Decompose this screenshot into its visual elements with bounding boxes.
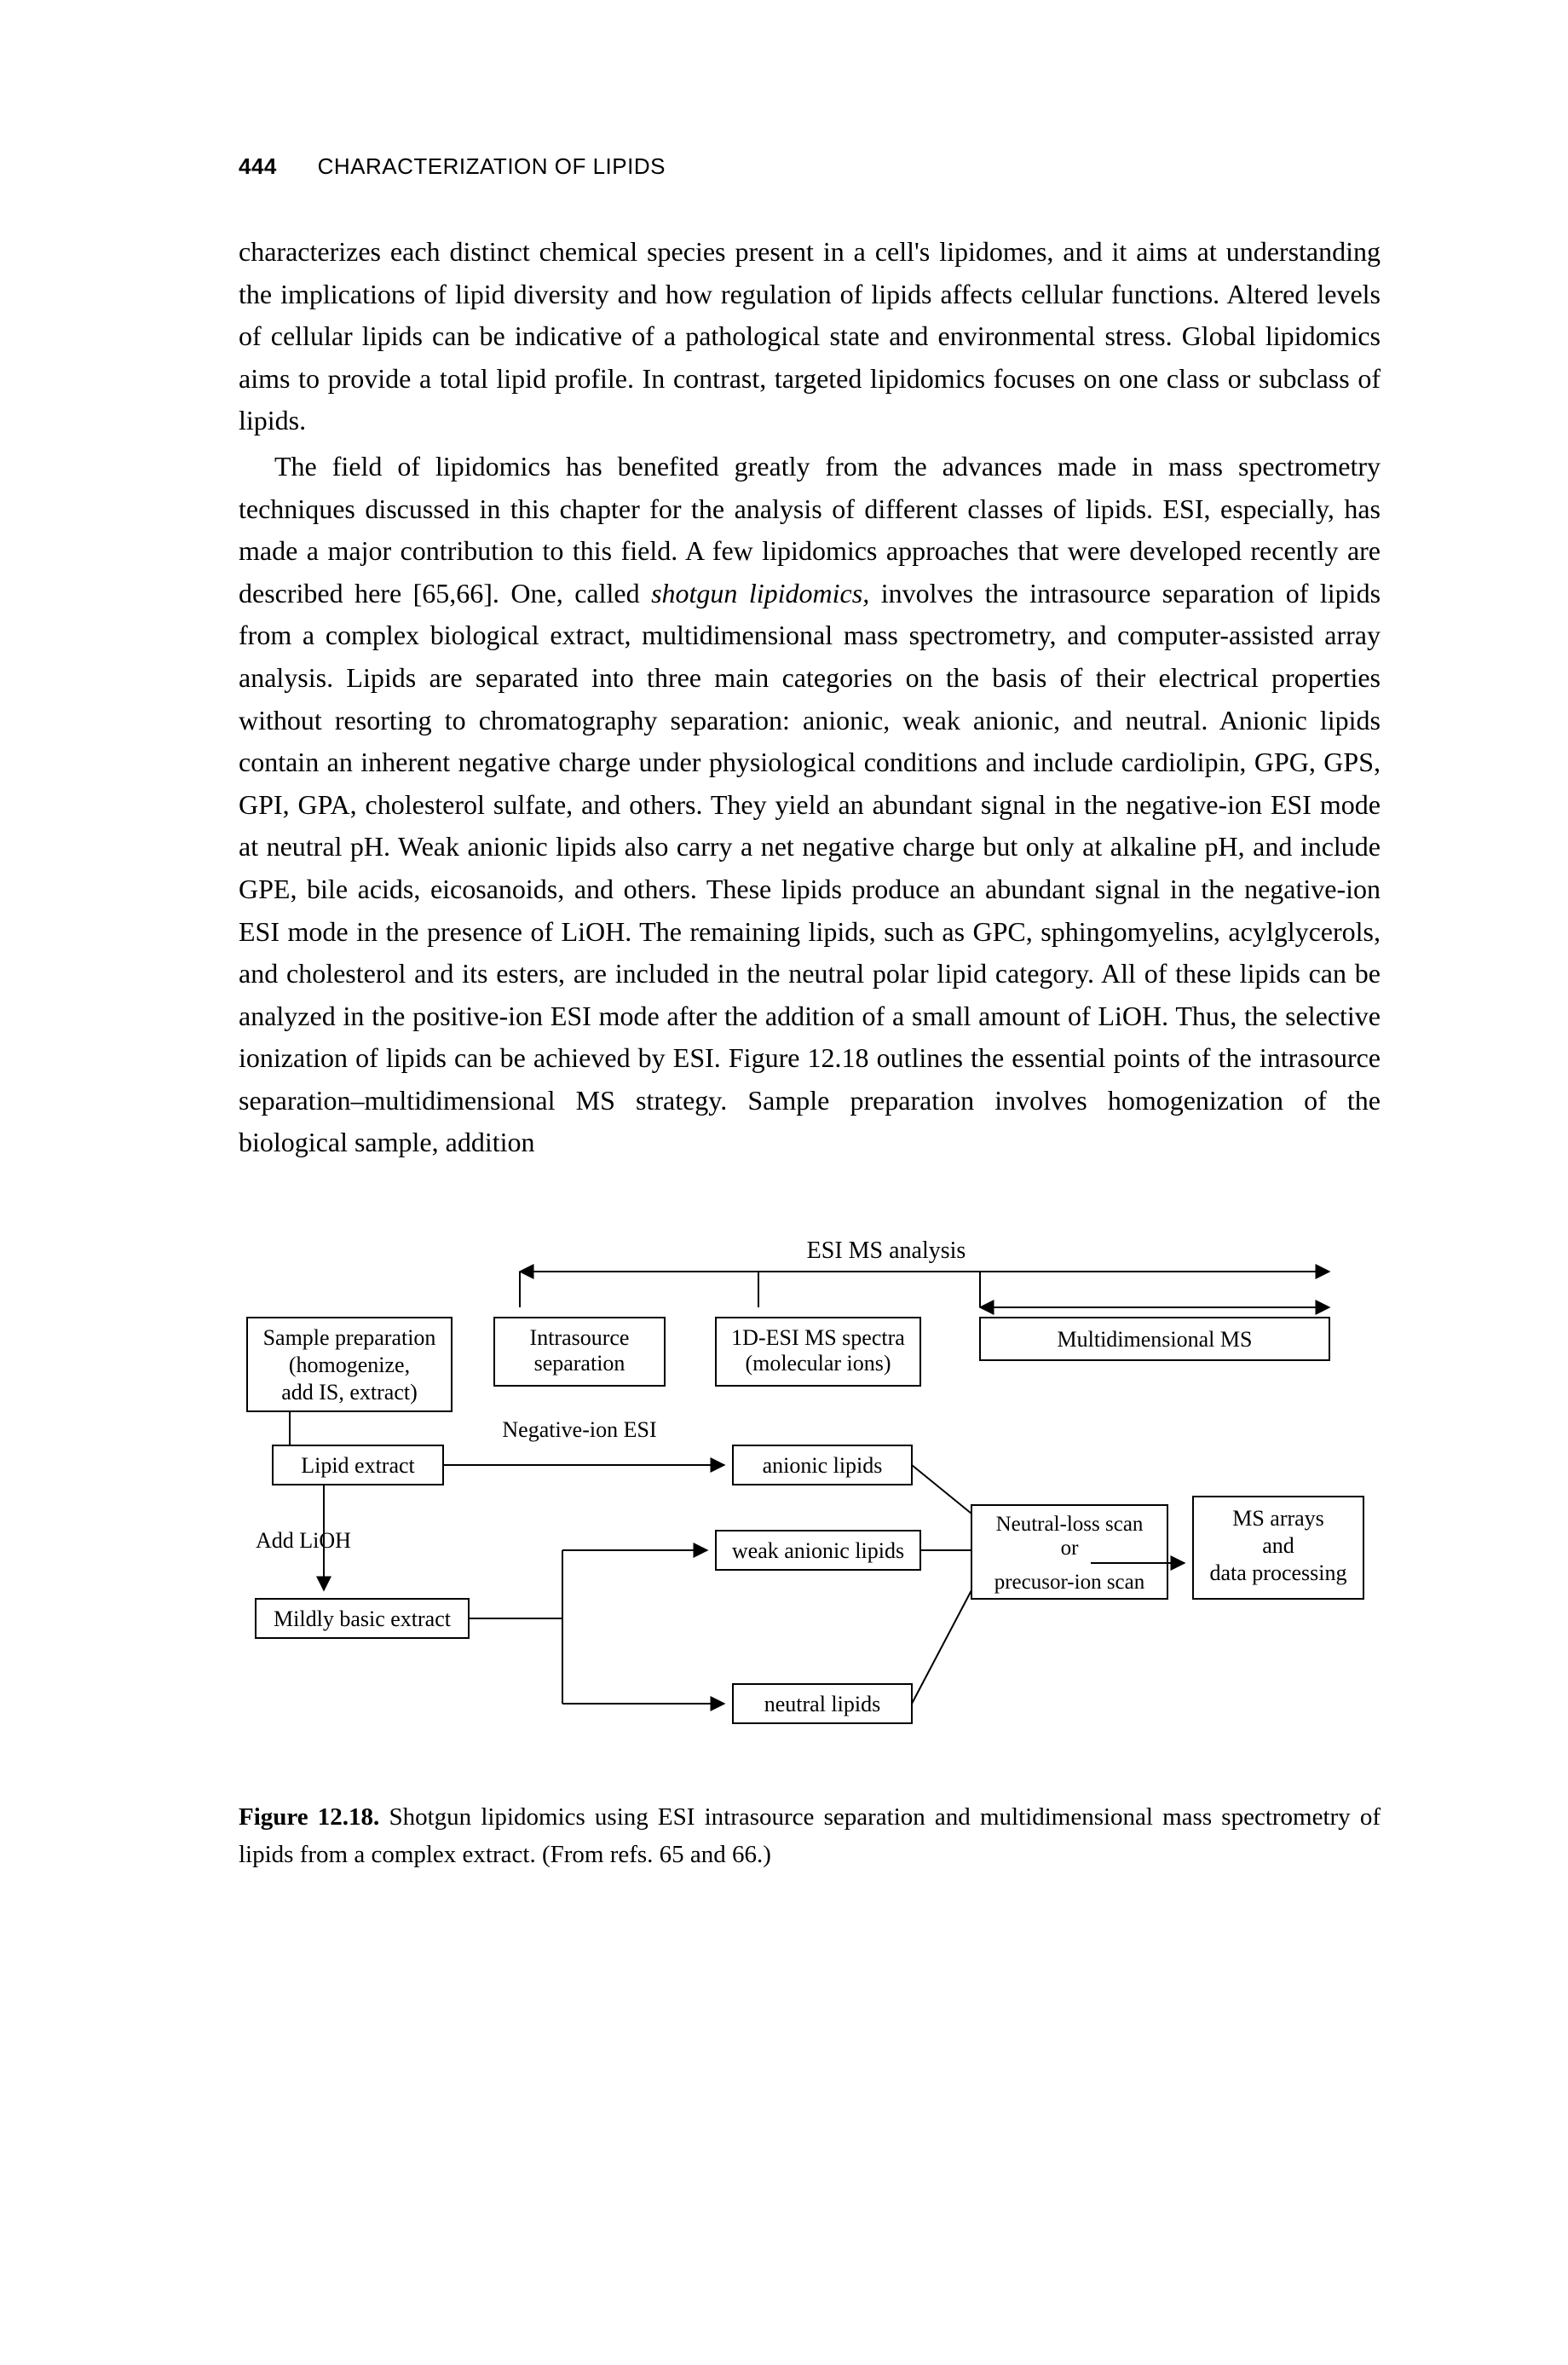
running-title: CHARACTERIZATION OF LIPIDS [318, 153, 666, 179]
page-header: 444 CHARACTERIZATION OF LIPIDS [239, 153, 1381, 180]
fig-scan-line2: or [1061, 1537, 1080, 1560]
body-text: characterizes each distinct chemical spe… [239, 231, 1381, 1164]
fig-col1-line2: (homogenize, [289, 1353, 410, 1377]
fig-conv-neutral [912, 1590, 971, 1704]
fig-scan-line3: precusor-ion scan [994, 1571, 1145, 1594]
fig-weak-anionic-label: weak anionic lipids [732, 1538, 904, 1563]
fig-neutral-label: neutral lipids [764, 1692, 880, 1716]
p2-run-b: involves the intrasource separation of l… [239, 578, 1381, 1158]
fig-conv-anionic [912, 1465, 971, 1514]
fig-anionic-label: anionic lipids [763, 1453, 883, 1478]
caption-text: Shotgun lipidomics using ESI intrasource… [239, 1803, 1381, 1868]
fig-ms-line1: MS arrays [1232, 1506, 1324, 1531]
paragraph-1: characterizes each distinct chemical spe… [239, 231, 1381, 442]
fig-col1-line3: add IS, extract) [281, 1380, 418, 1405]
page-number: 444 [239, 153, 277, 179]
caption-lead: Figure 12.18. [239, 1803, 379, 1831]
fig-ms-line3: data processing [1209, 1560, 1346, 1585]
fig-top-label: ESI MS analysis [807, 1237, 966, 1264]
fig-neg-esi-label: Negative-ion ESI [502, 1417, 656, 1442]
p2-italic: shotgun lipidomics, [651, 578, 869, 609]
figure-12-18: ESI MS analysis Sample preparation (homo… [239, 1232, 1381, 1873]
fig-lipid-extract-label: Lipid extract [301, 1453, 415, 1478]
fig-scan-line1: Neutral-loss scan [996, 1513, 1144, 1536]
fig-col2-line2: separation [534, 1351, 625, 1376]
fig-col3-line1: 1D-ESI MS spectra [731, 1325, 905, 1350]
fig-col2-line1: Intrasource [530, 1325, 630, 1350]
fig-mildly-basic-label: Mildly basic extract [274, 1606, 452, 1631]
fig-add-lioh-label: Add LiOH [256, 1528, 351, 1553]
paragraph-2: The field of lipidomics has benefited gr… [239, 446, 1381, 1164]
fig-col3-line2: (molecular ions) [745, 1351, 891, 1376]
figure-caption: Figure 12.18. Shotgun lipidomics using E… [239, 1799, 1381, 1873]
fig-ms-line2: and [1262, 1533, 1294, 1558]
fig-col1-line1: Sample preparation [263, 1325, 436, 1350]
figure-svg: ESI MS analysis Sample preparation (homo… [239, 1232, 1381, 1761]
fig-col4-label: Multidimensional MS [1058, 1327, 1253, 1352]
